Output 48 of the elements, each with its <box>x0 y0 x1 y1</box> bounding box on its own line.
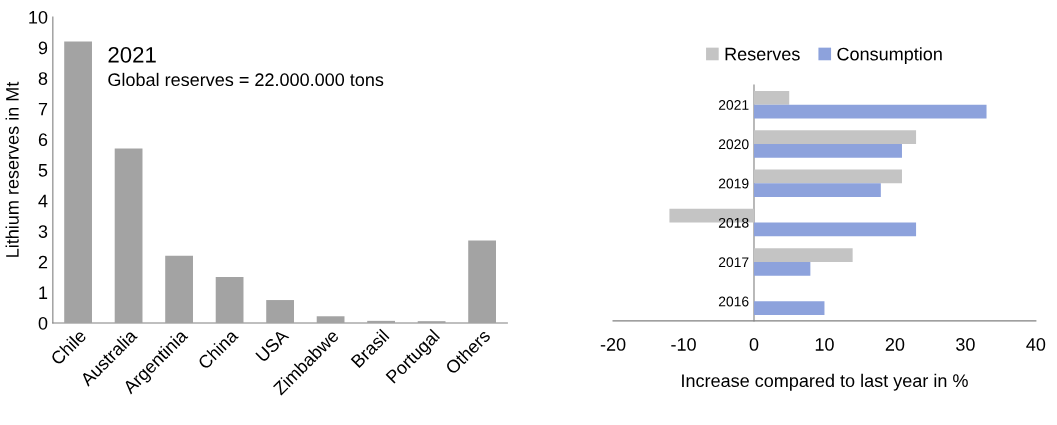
x-tick-label: 30 <box>956 338 975 351</box>
y-tick-label: 9 <box>38 41 48 55</box>
y-tick-label: 2017 <box>718 257 749 268</box>
bar <box>753 248 853 262</box>
x-axis-title: Increase compared to last year in % <box>682 373 968 391</box>
bar <box>468 240 496 323</box>
bar <box>753 222 917 237</box>
y-tick-label: 4 <box>38 194 48 208</box>
y-tick-label: 5 <box>38 164 48 177</box>
x-tick-label: -10 <box>671 338 696 351</box>
bar <box>114 148 143 323</box>
bar <box>753 301 825 315</box>
legend-label: Reserves <box>725 47 800 61</box>
x-tick-label: 10 <box>815 338 834 351</box>
bar <box>753 183 881 198</box>
x-tick-label: -20 <box>600 338 626 351</box>
bar <box>215 277 244 323</box>
y-tick-label: 7 <box>38 102 48 116</box>
bar <box>753 169 902 184</box>
bar <box>316 316 345 323</box>
x-tick-label: 0 <box>749 338 759 351</box>
bar <box>753 143 902 158</box>
y-tick-label: 2021 <box>718 99 749 110</box>
y-tick-label: 6 <box>38 133 48 147</box>
y-tick-label: 1 <box>39 286 48 299</box>
bar <box>367 320 395 323</box>
x-tick-label: 40 <box>1026 338 1046 351</box>
annotation: 2021 <box>108 47 156 63</box>
y-tick-label: 0 <box>38 316 48 330</box>
y-tick-label: 10 <box>29 10 48 24</box>
y-tick-label: 2016 <box>718 296 749 307</box>
bar <box>753 130 917 144</box>
y-tick-label: 2018 <box>718 217 749 228</box>
annotation: Global reserves = 22.000.000 tons <box>108 72 384 87</box>
y-tick-label: 2019 <box>718 178 749 189</box>
y-tick-label: 2020 <box>718 139 749 150</box>
bar <box>64 41 92 323</box>
y-tick-label: 2 <box>38 255 48 269</box>
legend-label: Consumption <box>837 47 942 65</box>
x-tick-label: 20 <box>885 338 905 351</box>
bar <box>753 90 790 105</box>
bar <box>753 104 987 119</box>
y-tick-label: 3 <box>38 225 48 238</box>
bar <box>753 261 811 276</box>
y-axis-title: Lithium reserves in Mt <box>5 81 19 257</box>
bar <box>266 300 294 323</box>
bar <box>165 255 193 323</box>
y-tick-label: 8 <box>38 72 48 85</box>
